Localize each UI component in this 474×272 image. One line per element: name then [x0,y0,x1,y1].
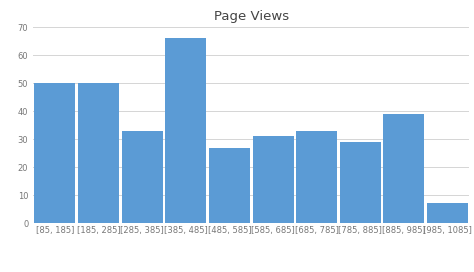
Bar [383,114,424,223]
Bar [165,38,206,223]
Bar [296,131,337,223]
Title: Page Views: Page Views [214,10,289,23]
Bar [340,142,381,223]
Bar [427,203,468,223]
Bar [209,147,250,223]
Bar [253,136,293,223]
Bar [35,83,75,223]
Bar [78,83,119,223]
Bar [122,131,163,223]
